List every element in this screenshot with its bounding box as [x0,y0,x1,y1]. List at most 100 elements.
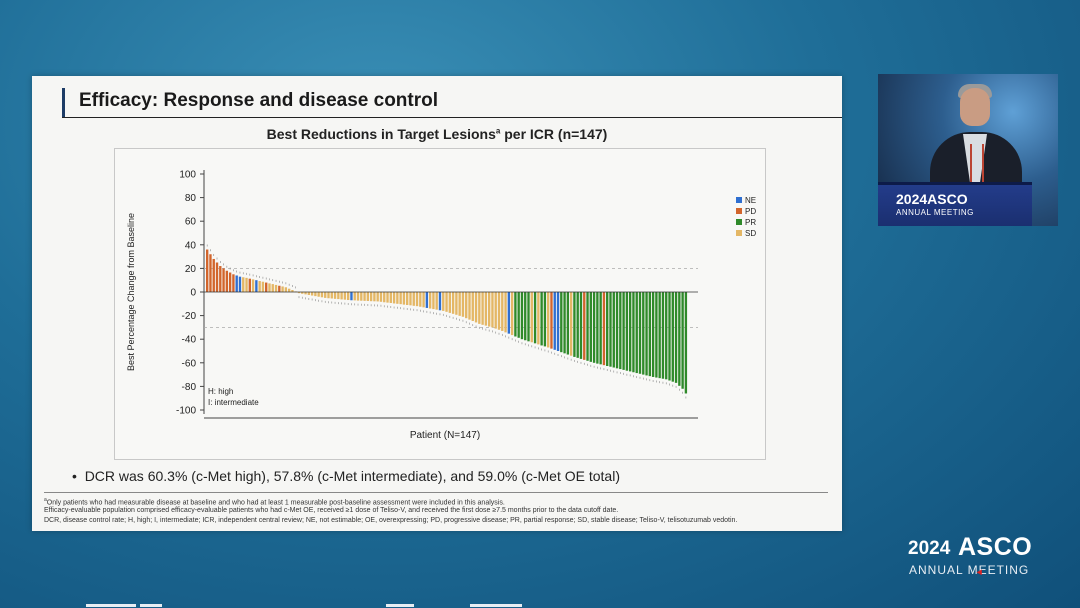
bar [379,292,383,302]
bar [360,292,363,301]
chart-title-main: Best Reductions in Target Lesions [266,126,496,142]
bar [310,292,314,296]
bar [678,292,681,386]
bar [415,292,419,307]
bar [235,275,238,292]
y-tick-label: -40 [182,335,197,346]
bar [432,292,435,310]
y-axis-label: Best Percentage Change from Baseline [126,213,136,371]
bar [392,292,396,304]
footnote-a-marker: a [44,497,47,503]
x-axis-label: Patient (N=147) [410,430,480,441]
bar [527,292,530,342]
bar [602,292,606,366]
bar [209,254,212,292]
bar [674,292,678,383]
legend-swatch [736,197,742,203]
bar [569,292,573,356]
waterfall-chart: 100 80 60 40 20 0 -20 -40 -60 -80 -100 Best Percent… [126,170,756,442]
bar [238,276,242,292]
bar [645,292,648,376]
bar [419,292,422,307]
podium [878,182,1032,226]
bar [494,292,497,329]
bar [255,280,258,292]
bar [592,292,596,363]
podium-logo-name: ASCO [927,191,968,207]
y-tick-label: -60 [182,358,197,369]
bar [324,292,327,298]
bar [619,292,622,370]
slide: Efficacy: Response and disease control B… [32,76,842,531]
bar [478,292,481,324]
bar [550,292,553,349]
bar [317,292,320,297]
bar [330,292,333,299]
bar [353,292,356,301]
bar [402,292,406,305]
bar [343,292,347,300]
y-tick-label: 20 [185,264,197,275]
bar [350,292,353,301]
footnote-population: Efficacy-evaluable population comprised … [44,507,619,514]
bar [665,292,668,380]
y-tick-label: 100 [179,170,196,181]
bar [409,292,412,306]
footnote-rule [44,492,828,493]
title-rule [62,117,842,118]
dcr-bullet: • DCR was 60.3% (c-Met high), 57.8% (c-M… [72,468,620,484]
bar [386,292,389,303]
bar [589,292,592,362]
bar [468,292,471,320]
bottom-overlay-mark [470,604,522,607]
bar [261,281,265,292]
bar [501,292,504,331]
bar [537,292,540,345]
bar [648,292,652,377]
bar [668,292,671,381]
legend-swatch [736,219,742,225]
bar [248,278,251,292]
legend-label: PD [745,207,756,216]
bar [356,292,360,301]
bar [491,292,494,328]
legend-label: PR [745,218,756,227]
bar [337,292,340,300]
bar [547,292,550,348]
bar [251,279,255,292]
podium-logo-subtitle: ANNUAL MEETING [896,208,974,217]
bar [373,292,376,302]
bar [284,287,288,292]
legend-swatch [736,230,742,236]
presenter-video: 2024ASCO ANNUAL MEETING [878,74,1058,226]
bar [448,292,451,313]
bar [507,292,511,334]
bar [615,292,619,369]
bar [635,292,638,374]
bar [225,270,229,292]
y-tick-label: -20 [182,311,197,322]
bottom-overlay-mark [140,604,162,607]
footnote-a-text: Only patients who had measurable disease… [46,499,505,507]
bar [340,292,343,300]
bar [369,292,373,302]
bar [484,292,488,326]
bottom-overlay-mark [86,604,136,607]
bar [487,292,491,327]
bar [346,292,350,301]
dcr-bullet-text: DCR was 60.3% (c-Met high), 57.8% (c-Met… [84,468,620,484]
chart-title-superscript: a [495,126,501,136]
bar [471,292,474,322]
bar [304,292,307,295]
y-tick-label: -80 [182,382,197,393]
bar [622,292,625,370]
bar [258,281,261,292]
bar [481,292,484,325]
bar [291,289,294,292]
bar [556,292,560,351]
chart-title: Best Reductions in Target Lesionsa per I… [32,126,842,142]
bar [609,292,612,367]
bar [442,292,445,311]
bar [596,292,599,364]
bar [576,292,579,358]
